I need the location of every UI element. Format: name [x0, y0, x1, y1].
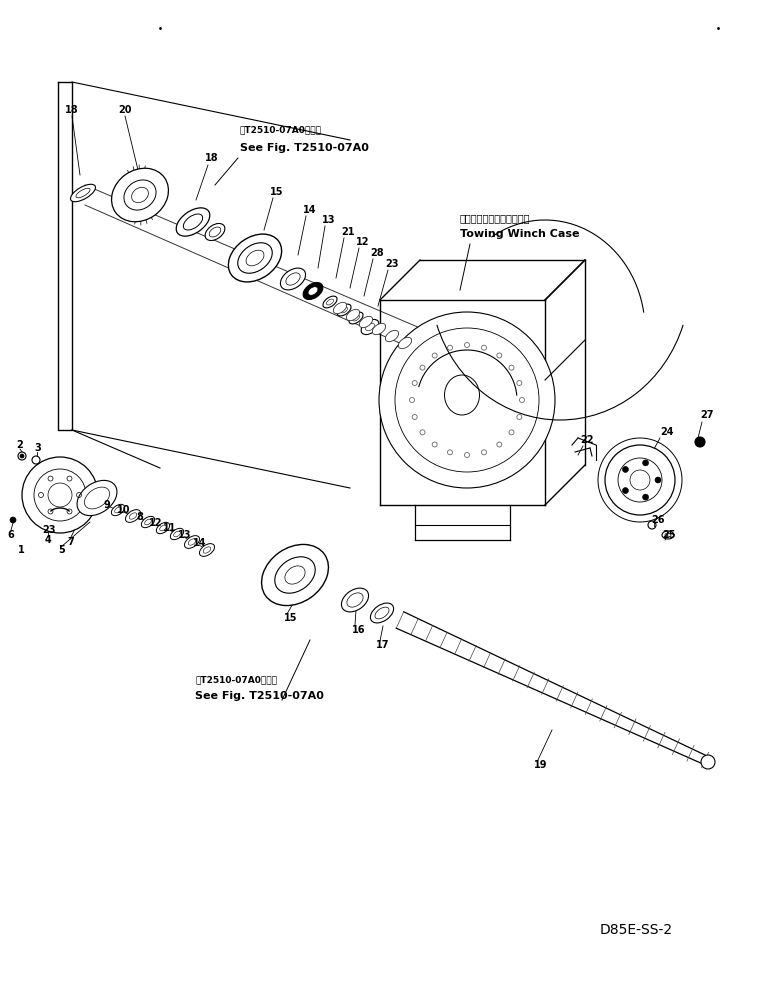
Text: 11: 11 — [163, 523, 177, 533]
Text: 19: 19 — [534, 760, 547, 770]
Ellipse shape — [141, 516, 155, 528]
Text: 6: 6 — [7, 530, 14, 540]
Text: 1: 1 — [18, 545, 25, 555]
Text: 14: 14 — [193, 538, 206, 548]
Ellipse shape — [262, 545, 329, 606]
Text: 14: 14 — [303, 205, 317, 215]
Text: 18: 18 — [205, 153, 219, 163]
Text: 20: 20 — [118, 105, 131, 115]
Ellipse shape — [346, 310, 360, 320]
Text: 13: 13 — [178, 530, 191, 540]
Circle shape — [605, 445, 675, 515]
Text: 25: 25 — [662, 530, 676, 540]
Text: Towing Winch Case: Towing Winch Case — [460, 229, 580, 239]
Text: 8: 8 — [136, 512, 143, 522]
Circle shape — [695, 437, 705, 447]
Ellipse shape — [112, 168, 168, 222]
Circle shape — [10, 517, 16, 523]
Text: 第T2510-07A0図参照: 第T2510-07A0図参照 — [195, 675, 277, 684]
Text: 3: 3 — [34, 443, 41, 453]
Ellipse shape — [112, 504, 124, 516]
Text: 4: 4 — [45, 535, 52, 545]
Circle shape — [701, 755, 715, 769]
Text: 13: 13 — [322, 215, 335, 225]
Ellipse shape — [125, 509, 140, 522]
Ellipse shape — [71, 184, 96, 202]
Text: 21: 21 — [341, 227, 354, 237]
Ellipse shape — [238, 243, 272, 273]
Ellipse shape — [200, 544, 215, 556]
Text: 26: 26 — [651, 515, 664, 525]
Ellipse shape — [176, 207, 209, 236]
Circle shape — [622, 466, 628, 473]
Text: 23: 23 — [385, 259, 398, 269]
Circle shape — [20, 454, 24, 458]
Ellipse shape — [373, 323, 386, 334]
Circle shape — [655, 477, 661, 483]
Ellipse shape — [361, 319, 379, 334]
Text: D85E-SS-2: D85E-SS-2 — [600, 923, 673, 937]
Ellipse shape — [228, 234, 282, 282]
Circle shape — [22, 457, 98, 533]
Text: 23: 23 — [42, 525, 55, 535]
Text: 5: 5 — [58, 545, 65, 555]
Ellipse shape — [386, 330, 398, 342]
Ellipse shape — [370, 604, 394, 623]
Text: 15: 15 — [284, 613, 298, 623]
Text: 17: 17 — [376, 640, 389, 650]
Ellipse shape — [359, 317, 373, 327]
Text: トーイングウィンチケース: トーイングウィンチケース — [460, 213, 531, 223]
Ellipse shape — [205, 223, 225, 241]
Ellipse shape — [184, 536, 200, 549]
Ellipse shape — [184, 214, 203, 230]
Ellipse shape — [349, 313, 363, 323]
Circle shape — [643, 494, 648, 500]
Text: 12: 12 — [149, 518, 162, 528]
Ellipse shape — [275, 556, 315, 593]
Circle shape — [622, 488, 628, 493]
Ellipse shape — [342, 588, 369, 611]
Text: 2: 2 — [16, 440, 23, 450]
Ellipse shape — [280, 268, 306, 290]
Ellipse shape — [156, 522, 170, 534]
Text: 9: 9 — [104, 500, 111, 510]
Text: 10: 10 — [117, 505, 131, 515]
Text: 16: 16 — [352, 625, 366, 635]
Ellipse shape — [170, 528, 184, 540]
Circle shape — [379, 312, 555, 488]
Ellipse shape — [124, 180, 156, 210]
Ellipse shape — [303, 282, 323, 300]
Text: 22: 22 — [580, 435, 594, 445]
Text: 第T2510-07A0図参照: 第T2510-07A0図参照 — [240, 126, 322, 135]
Ellipse shape — [323, 296, 337, 308]
Text: See Fig. T2510-07A0: See Fig. T2510-07A0 — [240, 143, 369, 153]
Text: 18: 18 — [65, 105, 79, 115]
Text: 28: 28 — [370, 248, 383, 258]
Ellipse shape — [333, 303, 347, 314]
Text: 15: 15 — [270, 187, 284, 197]
Text: 7: 7 — [67, 537, 74, 547]
Text: See Fig. T2510-07A0: See Fig. T2510-07A0 — [195, 691, 324, 701]
Ellipse shape — [77, 481, 117, 516]
Text: 24: 24 — [660, 427, 673, 437]
Ellipse shape — [308, 287, 318, 295]
Ellipse shape — [337, 304, 351, 316]
Text: 27: 27 — [700, 410, 713, 420]
Circle shape — [643, 460, 648, 466]
Ellipse shape — [398, 337, 411, 349]
Text: 12: 12 — [356, 237, 370, 247]
